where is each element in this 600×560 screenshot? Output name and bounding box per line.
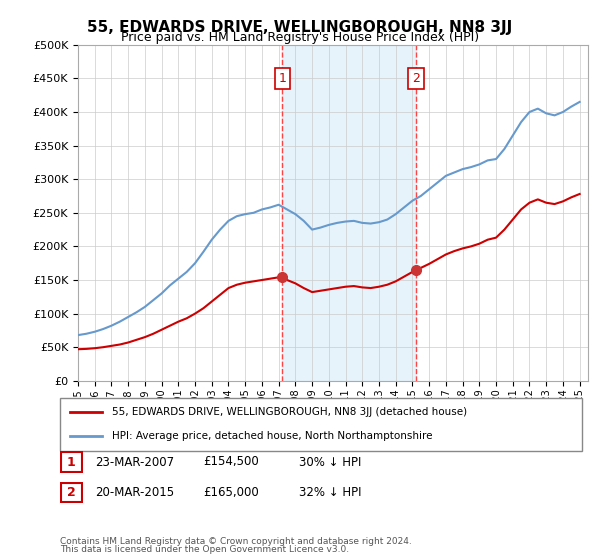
Text: £154,500: £154,500 [203,455,259,469]
Text: This data is licensed under the Open Government Licence v3.0.: This data is licensed under the Open Gov… [60,545,349,554]
Text: 20-MAR-2015: 20-MAR-2015 [95,486,174,500]
FancyBboxPatch shape [61,452,82,472]
Text: 55, EDWARDS DRIVE, WELLINGBOROUGH, NN8 3JJ: 55, EDWARDS DRIVE, WELLINGBOROUGH, NN8 3… [88,20,512,35]
Text: 2: 2 [67,486,76,500]
FancyBboxPatch shape [61,483,82,502]
Text: 2: 2 [412,72,420,85]
Bar [283,45,416,381]
Text: HPI: Average price, detached house, North Northamptonshire: HPI: Average price, detached house, Nort… [112,431,433,441]
Text: 1: 1 [67,455,76,469]
Text: £165,000: £165,000 [203,486,259,500]
Text: 55, EDWARDS DRIVE, WELLINGBOROUGH, NN8 3JJ (detached house): 55, EDWARDS DRIVE, WELLINGBOROUGH, NN8 3… [112,408,467,418]
Text: 32% ↓ HPI: 32% ↓ HPI [299,486,361,500]
FancyBboxPatch shape [60,398,582,451]
Text: Contains HM Land Registry data © Crown copyright and database right 2024.: Contains HM Land Registry data © Crown c… [60,537,412,546]
Text: Price paid vs. HM Land Registry's House Price Index (HPI): Price paid vs. HM Land Registry's House … [121,31,479,44]
Text: 1: 1 [278,72,286,85]
Text: 30% ↓ HPI: 30% ↓ HPI [299,455,361,469]
Text: 23-MAR-2007: 23-MAR-2007 [95,455,174,469]
